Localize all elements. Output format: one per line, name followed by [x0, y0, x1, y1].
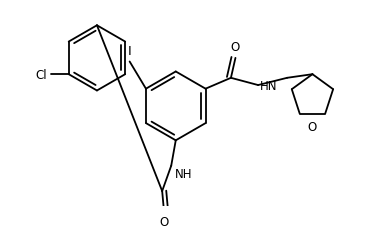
- Text: O: O: [159, 216, 169, 227]
- Text: Cl: Cl: [36, 68, 47, 81]
- Text: O: O: [231, 41, 240, 54]
- Text: NH: NH: [175, 168, 193, 181]
- Text: I: I: [128, 45, 131, 58]
- Text: O: O: [308, 120, 317, 133]
- Text: HN: HN: [260, 79, 277, 92]
